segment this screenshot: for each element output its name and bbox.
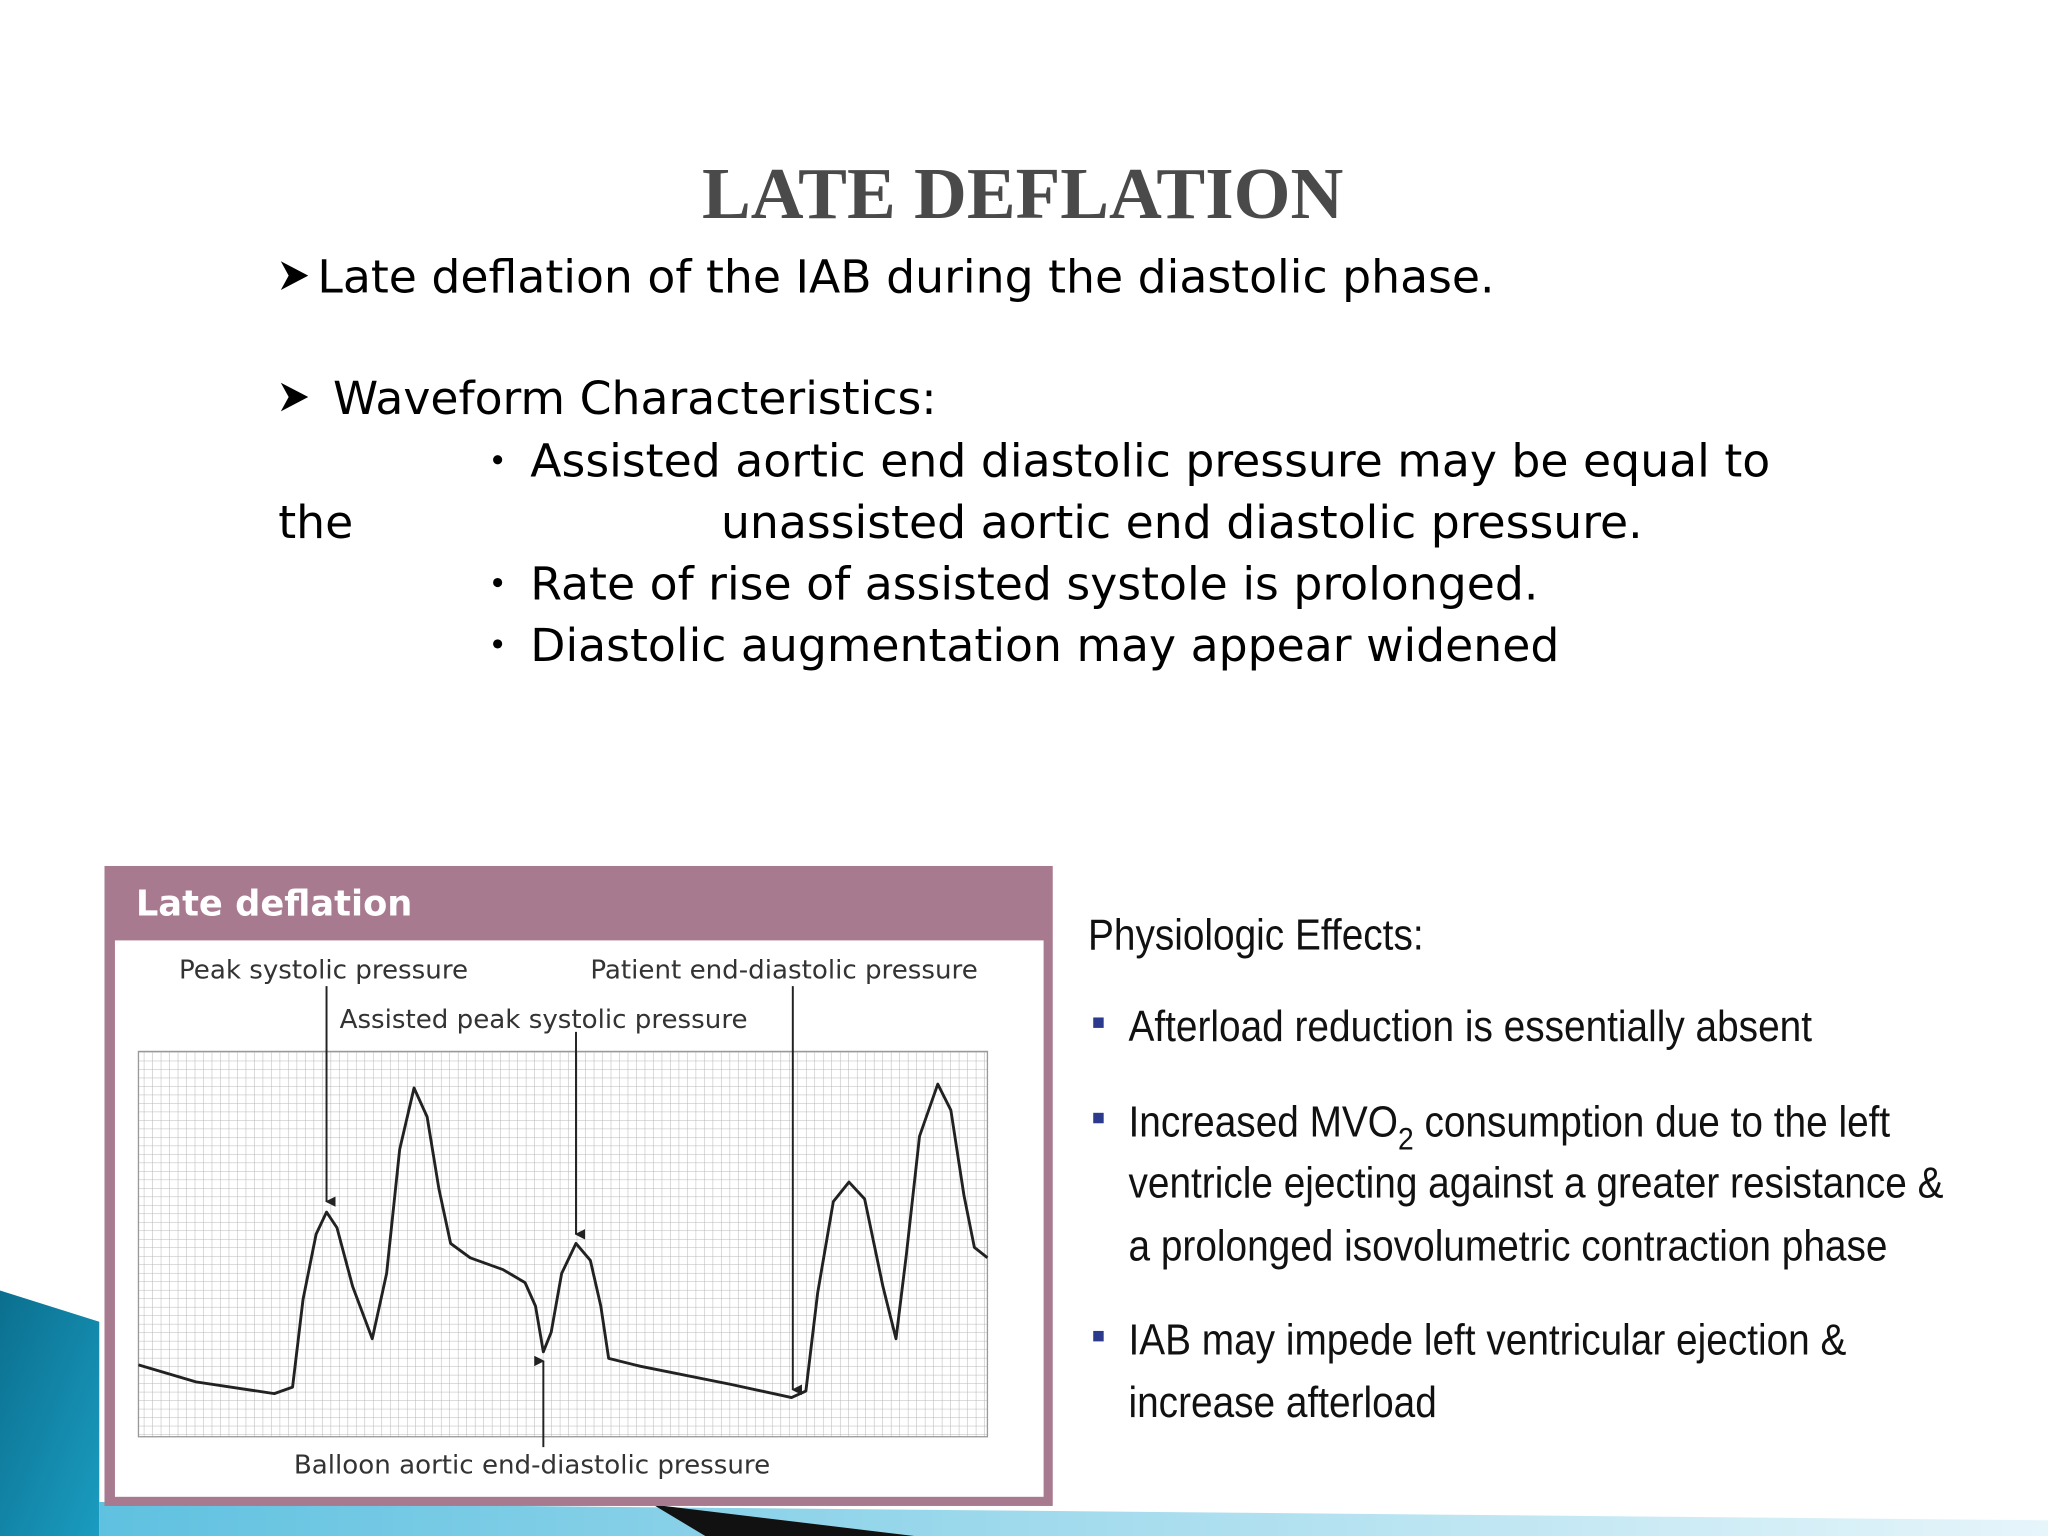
effects: Physiologic Effects: Afterload reduction… [1088,911,1943,1427]
figure: Late deflation Peak systolic pressure Pa… [104,865,1053,1506]
bullet-text: Late deflation of the IAB during the dia… [317,251,1494,304]
bullet-text: Waveform Characteristics: [333,372,937,425]
arrow-bullet [280,382,309,412]
figure-label: Peak systolic pressure [179,955,468,985]
effects-heading: Physiologic Effects: [1088,911,1424,959]
grid-area [137,1050,989,1438]
square-bullet [1093,1112,1104,1124]
sub-item-text: Diastolic augmentation may appear widene… [530,619,1559,672]
dot-bullet [493,639,503,649]
bottom-band [99,1502,2048,1536]
effect-text-part: consumption due to the left [1414,1097,1891,1145]
waveform [138,1082,989,1399]
bottom-wedge [653,1504,915,1536]
figure-label: Balloon aortic end-diastolic pressure [294,1450,770,1480]
effect-text-part: Increased MVO [1128,1097,1397,1145]
figure-label: Assisted peak systolic pressure [340,1005,748,1035]
effect-text: Afterload reduction is essentially absen… [1128,1002,1812,1050]
subscript: 2 [1398,1122,1414,1157]
sub-item-text: Assisted aortic end diastolic pressure m… [530,435,1770,488]
square-bullet [1093,1330,1104,1342]
figure-label: Patient end-diastolic pressure [590,955,977,985]
effect-text: IAB may impede left ventricular ejection… [1128,1316,1846,1364]
corner-decoration [0,1290,100,1536]
sub-item-text: Rate of rise of assisted systole is prol… [530,558,1538,611]
effect-text: ventricle ejecting against a greater res… [1128,1159,1943,1207]
figure-title: Late deflation [136,884,413,925]
sub-item-text: unassisted aortic end diastolic pressure… [721,496,1643,549]
effect-text: a prolonged isovolumetric contraction ph… [1128,1222,1887,1270]
sub-item-text: the [278,496,353,549]
slide-title: LATE DEFLATION [702,153,1343,234]
dot-bullet [493,577,503,588]
dot-bullet [493,455,503,465]
effect-text: increase afterload [1128,1378,1436,1426]
square-bullet [1093,1017,1104,1028]
arrow-bullet [280,261,309,290]
effect-text: Increased MVO2 consumption due to the le… [1128,1097,1890,1156]
